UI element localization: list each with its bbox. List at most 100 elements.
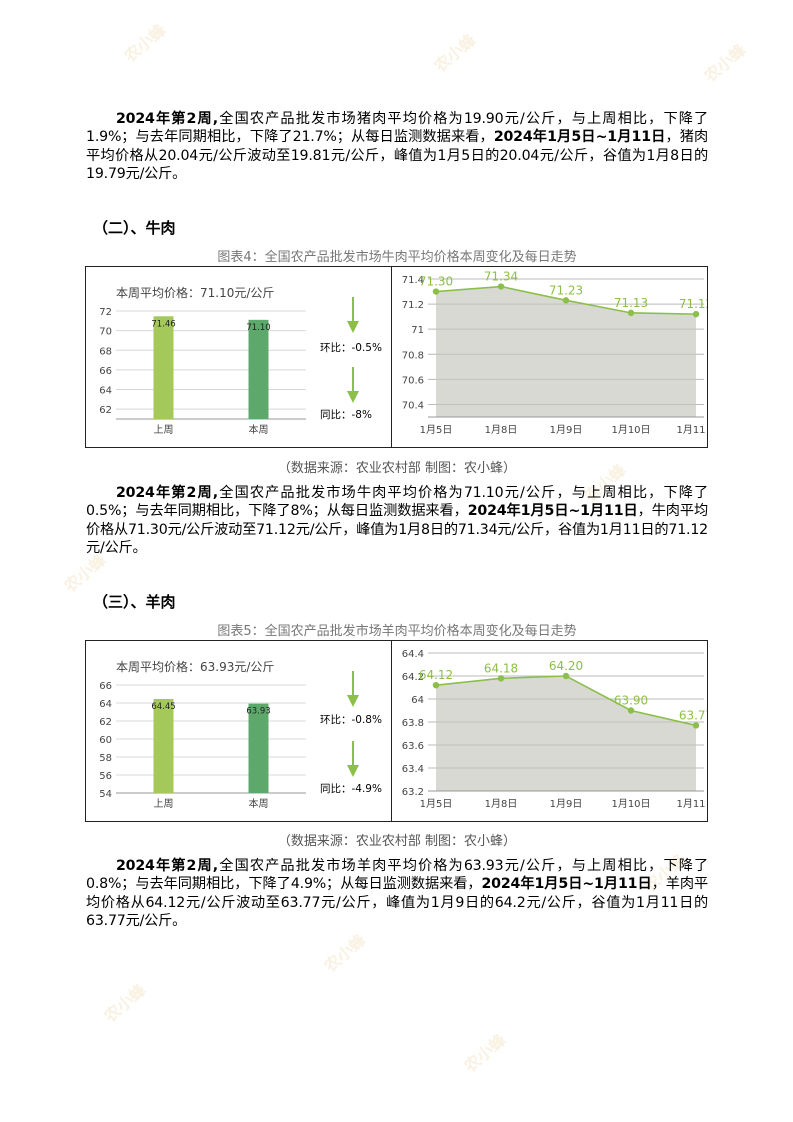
bar-value-label: 64.45 (151, 702, 175, 712)
weekly-bar-chart-beef: 本周平均价格：71.10元/公斤 环比：-0.5% 同比：-8% 62 64 66 6… (99, 285, 382, 436)
y-tick-label: 64 (99, 699, 112, 710)
bar-value-label: 63.93 (246, 707, 270, 717)
x-tick-label: 1月8日 (485, 798, 518, 810)
data-label: 63.90 (614, 694, 648, 708)
figure-beef: 本周平均价格：71.10元/公斤 环比：-0.5% 同比：-8% 62 64 66 6… (85, 266, 716, 448)
x-tick-label: 1月11日 (676, 798, 707, 810)
data-point (562, 297, 570, 304)
section-heading-mutton: （三）、羊肉 (93, 593, 176, 611)
figure-caption-mutton: 图表5：全国农产品批发市场羊肉平均价格本周变化及每日走势 (217, 624, 577, 639)
data-label: 71.12 (679, 297, 707, 311)
x-tick-label: 1月5日 (420, 798, 453, 810)
x-tick-label: 上周 (154, 798, 174, 810)
pork-paragraph: 2024年第2周,全国农产品批发市场猪肉平均价格为19.90元/公斤，与上周相比… (86, 111, 709, 183)
data-label: 63.77 (679, 708, 707, 722)
x-tick-label: 1月9日 (550, 424, 583, 436)
y-tick-label: 71.4 (402, 275, 424, 286)
weekly-panel-mutton: 本周平均价格：63.93元/公斤 环比：-0.8% 同比：-4.9% 54 56 5… (86, 641, 392, 821)
bar-value-label: 71.10 (246, 323, 270, 333)
area-fill (436, 286, 696, 417)
y-tick-label: 63.4 (402, 764, 424, 775)
data-label: 71.34 (484, 270, 518, 284)
x-tick-label: 1月9日 (550, 798, 583, 810)
y-tick-label: 70 (99, 327, 112, 338)
y-tick-label: 71 (411, 325, 424, 336)
y-tick-label: 66 (99, 366, 112, 377)
data-label: 64.18 (484, 661, 518, 675)
daily-trend-panel-mutton: 63.2 63.4 63.6 63.8 64 64.2 64.4 64.12 1月5日 64.18… (392, 641, 716, 821)
data-source-mutton: （数据来源：农业农村部 制图：农小蜂） (277, 834, 517, 849)
down-arrow-icon (347, 297, 359, 333)
tongbi-label: 同比：-4.9% (320, 782, 382, 795)
x-tick-label: 本周 (249, 423, 269, 436)
data-point (432, 682, 440, 689)
beef-paragraph: 2024年第2周,全国农产品批发市场牛肉平均价格为71.10元/公斤，与上周相比… (86, 485, 708, 557)
data-label: 64.12 (419, 668, 453, 682)
y-tick-label: 64.2 (402, 672, 424, 683)
data-label: 71.13 (614, 296, 648, 310)
x-tick-label: 1月8日 (485, 424, 518, 436)
data-source-beef: （数据来源：农业农村部 制图：农小蜂） (277, 461, 517, 476)
data-point (627, 309, 635, 317)
watermark: 农小蜂 (460, 1030, 510, 1076)
daily-area-chart-mutton: 63.2 63.4 63.6 63.8 64 64.2 64.4 64.12 1月5日 64.18… (402, 649, 716, 810)
bar (248, 703, 269, 793)
watermark: 农小蜂 (700, 40, 750, 86)
data-label: 71.23 (549, 283, 583, 297)
weekly-panel-beef: 本周平均价格：71.10元/公斤 环比：-0.5% 同比：-8% 62 64 66 6… (86, 267, 392, 447)
y-tick-label: 72 (99, 307, 112, 318)
data-point (692, 722, 700, 729)
y-tick-label: 70.6 (402, 375, 424, 386)
down-arrow-icon (347, 367, 359, 403)
watermark: 农小蜂 (430, 30, 480, 76)
down-arrow-icon (347, 741, 359, 777)
y-tick-label: 70.4 (402, 400, 424, 411)
tongbi-label: 同比：-8% (320, 408, 372, 421)
data-label: 64.20 (549, 659, 583, 673)
y-tick-label: 56 (99, 771, 112, 782)
bar (153, 316, 174, 419)
y-tick-label: 60 (99, 735, 112, 746)
y-tick-label: 63.8 (402, 718, 424, 729)
x-tick-label: 1月10日 (611, 798, 650, 810)
data-point (432, 288, 440, 295)
y-tick-label: 66 (99, 681, 112, 692)
y-tick-label: 64 (411, 695, 424, 706)
mutton-paragraph: 2024年第2周,全国农产品批发市场羊肉平均价格为63.93元/公斤，与上周相比… (86, 858, 709, 930)
y-tick-label: 63.6 (402, 741, 424, 752)
y-tick-label: 68 (99, 346, 112, 357)
section-heading-beef: （二）、牛肉 (93, 219, 176, 237)
data-point (627, 707, 635, 714)
y-tick-label: 54 (99, 789, 112, 800)
y-tick-label: 63.2 (402, 787, 424, 798)
data-point (562, 672, 570, 680)
y-tick-label: 64 (99, 386, 112, 397)
y-tick-label: 71.2 (402, 300, 424, 311)
daily-trend-panel-beef: 70.4 70.6 70.8 71 71.2 71.4 71.30 1月5日 71.34 1月8日… (392, 267, 716, 447)
x-tick-label: 1月5日 (420, 424, 453, 436)
y-tick-label: 64.4 (402, 649, 424, 660)
weekly-bar-chart-mutton: 本周平均价格：63.93元/公斤 环比：-0.8% 同比：-4.9% 54 56 5… (99, 659, 382, 810)
weekly-avg-label: 本周平均价格：63.93元/公斤 (116, 659, 274, 674)
y-tick-label: 62 (99, 717, 112, 728)
figure-caption-beef: 图表4：全国农产品批发市场牛肉平均价格本周变化及每日走势 (217, 250, 577, 265)
data-point (497, 283, 505, 290)
watermark: 农小蜂 (120, 20, 170, 66)
down-arrow-icon (347, 671, 359, 707)
y-tick-label: 58 (99, 753, 112, 764)
y-tick-label: 70.8 (402, 350, 424, 361)
huanbi-label: 环比：-0.8% (320, 713, 382, 726)
data-point (692, 310, 700, 318)
watermark: 农小蜂 (100, 980, 150, 1026)
daily-area-chart-beef: 70.4 70.6 70.8 71 71.2 71.471.30 1月5日 71.34 1月8日… (402, 270, 716, 436)
data-point (497, 675, 505, 682)
x-tick-label: 1月10日 (611, 424, 650, 436)
y-tick-label: 62 (99, 405, 112, 416)
figure-mutton: 本周平均价格：63.93元/公斤 环比：-0.8% 同比：-4.9% 54 56 5… (85, 640, 716, 822)
watermark: 农小蜂 (320, 930, 370, 976)
x-tick-label: 1月11日 (676, 424, 707, 436)
huanbi-label: 环比：-0.5% (320, 341, 382, 354)
x-tick-label: 上周 (154, 424, 174, 436)
bar-value-label: 71.46 (151, 319, 175, 329)
weekly-avg-label: 本周平均价格：71.10元/公斤 (116, 285, 274, 300)
